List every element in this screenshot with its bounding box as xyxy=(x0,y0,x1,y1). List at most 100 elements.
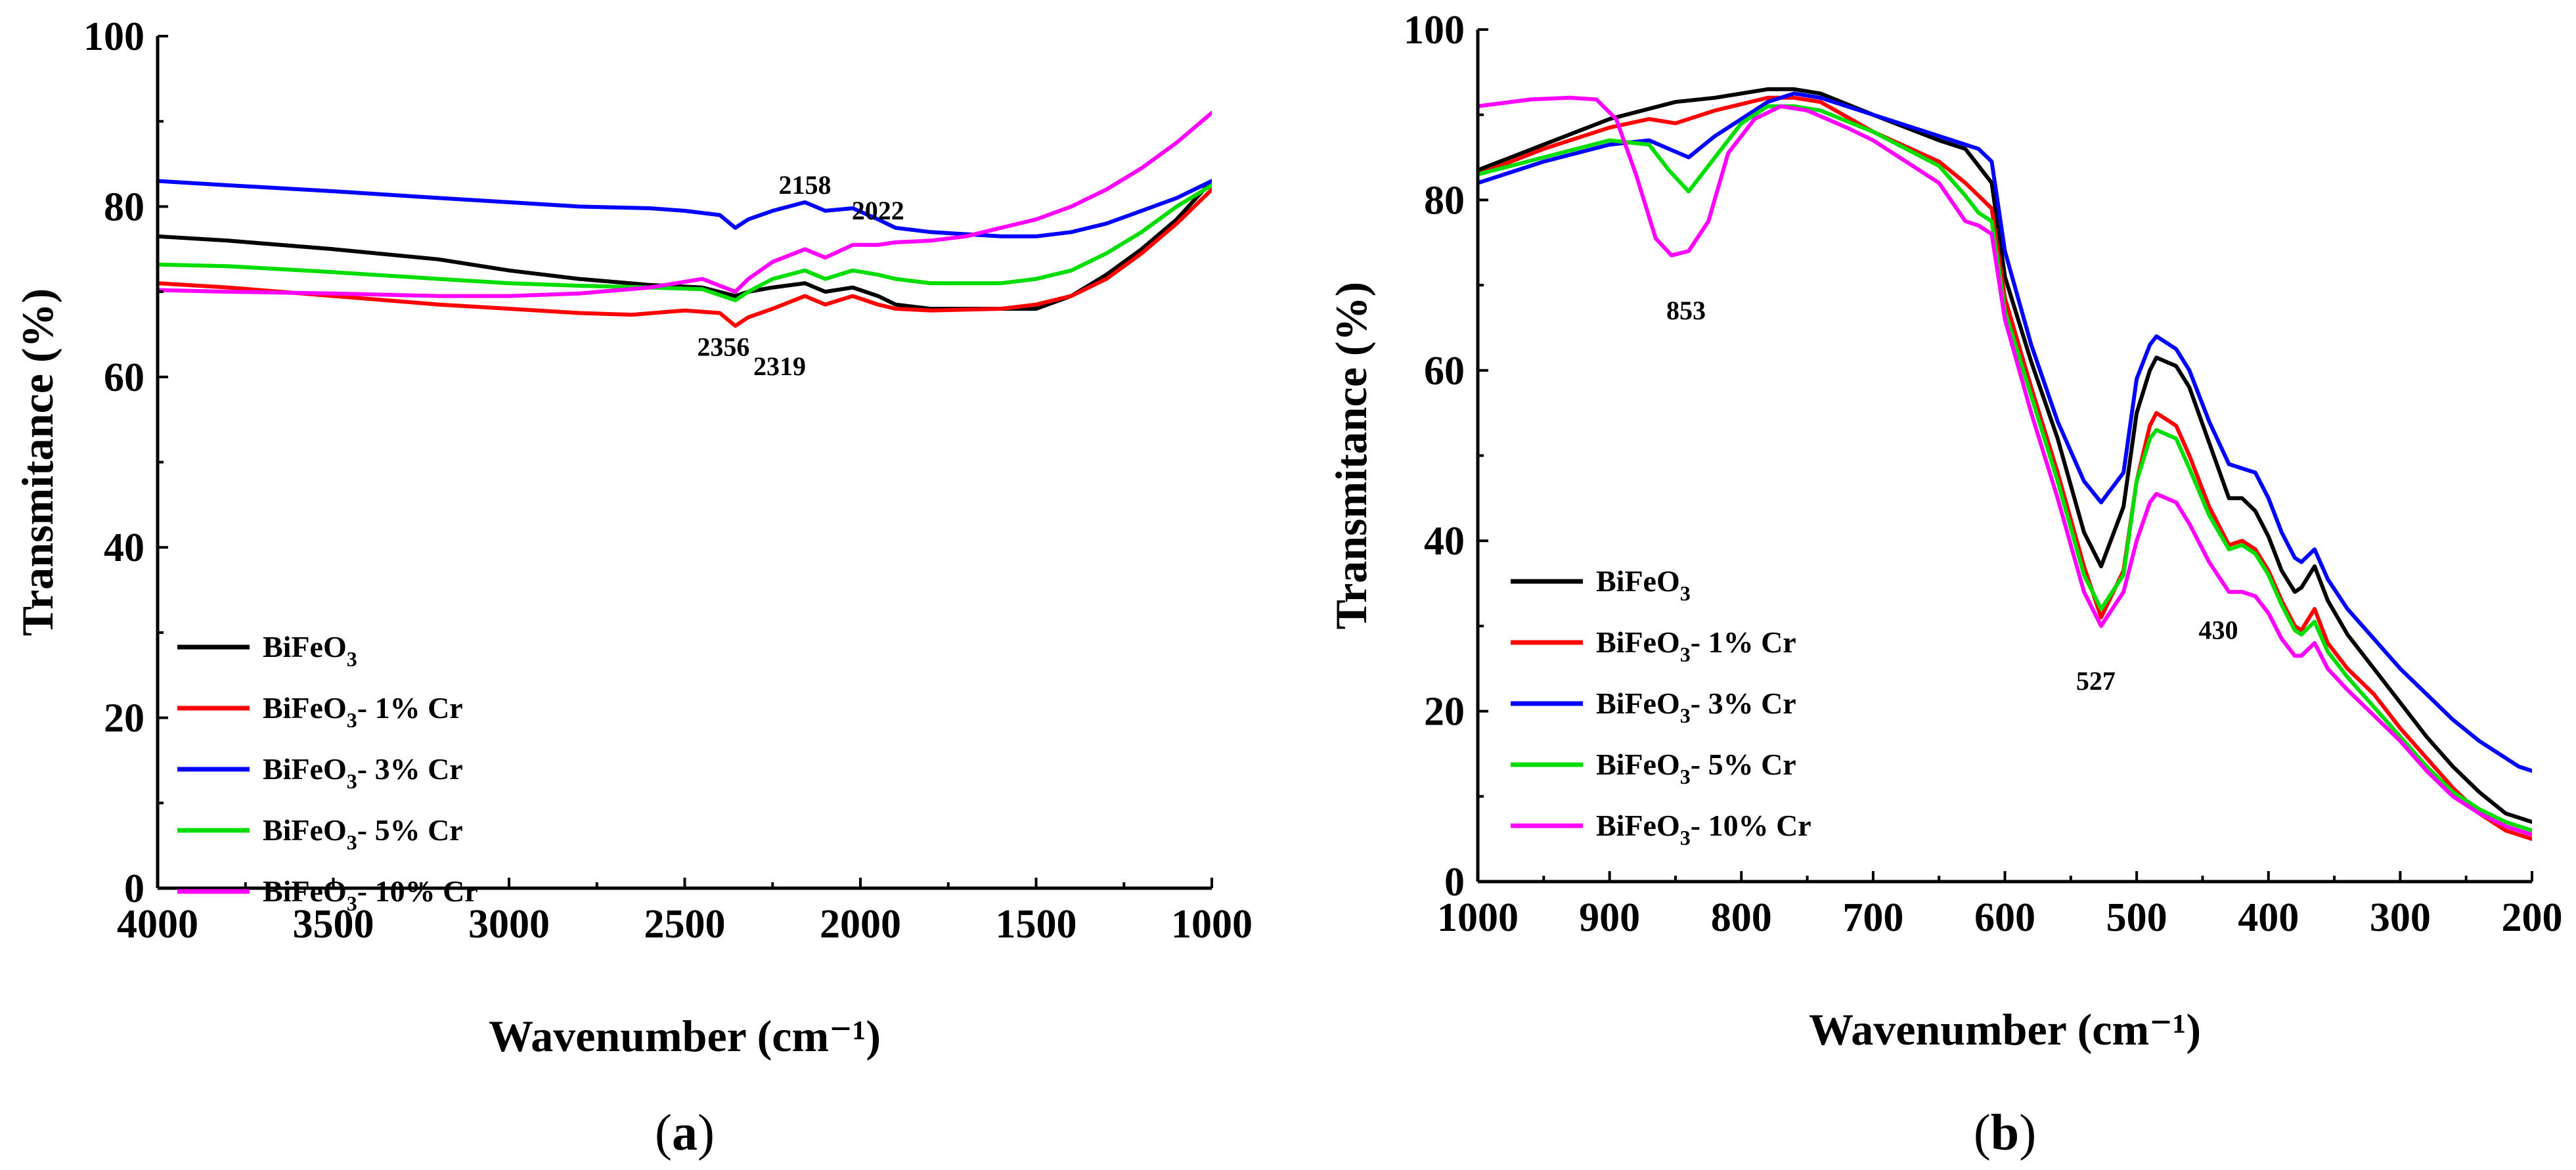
y-tick-label: 0 xyxy=(124,866,144,911)
legend-label-suffix: - 10% Cr xyxy=(1691,809,1811,842)
legend-label-subscript: 3 xyxy=(347,891,357,915)
legend-label-base: BiFeO xyxy=(263,874,347,908)
legend-label: BiFeO3- 10% Cr xyxy=(1596,809,1811,849)
series-line-a-4 xyxy=(158,110,1212,298)
peak-annotation: 2356 xyxy=(697,332,749,361)
legend-label-base: BiFeO xyxy=(1596,686,1680,720)
peak-annotation: 2158 xyxy=(778,170,831,200)
panel-label-open-paren: ( xyxy=(1974,1104,1991,1161)
y-tick-label: 40 xyxy=(104,526,144,570)
x-tick-label: 900 xyxy=(1579,895,1640,940)
legend-label-suffix: - 5% Cr xyxy=(1691,748,1796,781)
peak-annotation: 527 xyxy=(2076,666,2116,696)
series-line-b-3 xyxy=(1478,104,2532,833)
legend-label-base: BiFeO xyxy=(263,630,347,664)
panel-label-close-paren: ) xyxy=(2019,1104,2036,1161)
legend-label-subscript: 3 xyxy=(1680,765,1691,788)
series-line-a-2 xyxy=(158,179,1212,238)
legend-label: BiFeO3- 5% Cr xyxy=(1596,748,1796,788)
series-line-b-0 xyxy=(1478,87,2532,824)
x-tick-label: 600 xyxy=(1974,895,2035,940)
chart-panel-a: 4000 3500 3000 2500 2000 1500 1000 0 20 40 60 80 100… xyxy=(12,14,1253,1161)
y-tick-label: 100 xyxy=(83,14,144,59)
legend-label-suffix: - 3% Cr xyxy=(1691,686,1796,720)
panel-label-letter: a xyxy=(672,1104,698,1161)
x-axis-title: Wavenumber (cm⁻¹) xyxy=(1809,1004,2201,1054)
x-tick-label: 300 xyxy=(2370,895,2431,940)
x-tick-label: 4000 xyxy=(117,902,198,947)
y-tick-label: 20 xyxy=(1424,690,1465,734)
peak-annotation: 853 xyxy=(1666,296,1706,325)
y-axis-title: Transmitance (%) xyxy=(12,288,62,636)
legend-label: BiFeO3 xyxy=(1596,564,1691,605)
legend-label: BiFeO3- 1% Cr xyxy=(1596,625,1796,666)
legend-label-subscript: 3 xyxy=(1680,642,1691,666)
y-tick-label: 40 xyxy=(1424,519,1465,564)
y-tick-label: 0 xyxy=(1444,860,1465,905)
legend-label-base: BiFeO xyxy=(1596,564,1680,598)
x-tick-label: 2500 xyxy=(644,902,726,947)
panel-label-close-paren: ) xyxy=(698,1104,715,1161)
peak-annotation: 2319 xyxy=(753,351,806,381)
x-tick-label: 200 xyxy=(2502,895,2563,940)
series-line-b-2 xyxy=(1478,91,2532,773)
legend-label-base: BiFeO xyxy=(1596,625,1680,659)
series-line-a-1 xyxy=(158,187,1212,328)
peak-annotation: 2022 xyxy=(852,196,904,225)
x-tick-label: 700 xyxy=(1842,895,1903,940)
panel-label: (b) xyxy=(1974,1104,2036,1161)
y-tick-label: 100 xyxy=(1404,8,1465,53)
y-tick-label: 60 xyxy=(1424,349,1465,394)
legend-label-subscript: 3 xyxy=(347,830,357,854)
y-tick-label: 60 xyxy=(104,355,144,400)
series-line-b-4 xyxy=(1478,95,2532,837)
series-line-b-1 xyxy=(1478,95,2532,842)
legend-label-base: BiFeO xyxy=(263,691,347,725)
x-tick-label: 800 xyxy=(1711,895,1772,940)
legend-label-subscript: 3 xyxy=(1680,581,1691,605)
legend-label-suffix: - 5% Cr xyxy=(357,813,463,847)
y-tick-label: 80 xyxy=(104,185,144,229)
legend-label-base: BiFeO xyxy=(1596,748,1680,781)
legend-label: BiFeO3 xyxy=(263,630,357,671)
legend-label-suffix: - 10% Cr xyxy=(357,874,478,908)
chart-panel-b: 1000 900 800 700 600 500 400 300 200 0 20 40 60 80 100… xyxy=(1326,8,2563,1161)
series-group xyxy=(1478,87,2532,842)
x-tick-label: 400 xyxy=(2238,895,2299,940)
x-tick-label: 500 xyxy=(2106,895,2167,940)
legend-label-subscript: 3 xyxy=(1680,826,1691,849)
legend-label-base: BiFeO xyxy=(263,813,347,847)
x-tick-label: 1500 xyxy=(996,902,1077,947)
legend-label-base: BiFeO xyxy=(263,752,347,786)
x-tick-label: 3500 xyxy=(293,902,374,947)
y-axis-title: Transmitance (%) xyxy=(1326,282,1376,629)
x-tick-label: 1000 xyxy=(1171,902,1253,947)
peak-annotation: 430 xyxy=(2199,615,2238,644)
series-group xyxy=(158,110,1212,328)
panel-label-open-paren: ( xyxy=(655,1104,672,1161)
legend-label-subscript: 3 xyxy=(1680,704,1691,727)
legend-label-subscript: 3 xyxy=(347,769,357,793)
panel-label-letter: b xyxy=(1991,1104,2019,1161)
legend-label: BiFeO3- 10% Cr xyxy=(263,874,478,915)
legend-label-subscript: 3 xyxy=(347,647,357,671)
legend-label: BiFeO3- 5% Cr xyxy=(263,813,463,854)
legend-label-subscript: 3 xyxy=(347,708,357,732)
y-tick-label: 20 xyxy=(104,696,144,741)
y-tick-label: 80 xyxy=(1424,178,1465,223)
panel-label: (a) xyxy=(655,1104,715,1161)
legend-label-suffix: - 3% Cr xyxy=(357,752,463,786)
x-tick-label: 1000 xyxy=(1437,895,1519,940)
legend-label-base: BiFeO xyxy=(1596,809,1680,842)
series-line-a-3 xyxy=(158,183,1212,303)
legend-label: BiFeO3- 3% Cr xyxy=(263,752,463,793)
x-axis-title: Wavenumber (cm⁻¹) xyxy=(489,1011,881,1061)
legend-label-suffix: - 1% Cr xyxy=(1691,625,1796,659)
x-tick-label: 3000 xyxy=(468,902,550,947)
x-tick-label: 2000 xyxy=(820,902,901,947)
legend-label: BiFeO3- 1% Cr xyxy=(263,691,463,732)
legend-label-suffix: - 1% Cr xyxy=(357,691,463,725)
